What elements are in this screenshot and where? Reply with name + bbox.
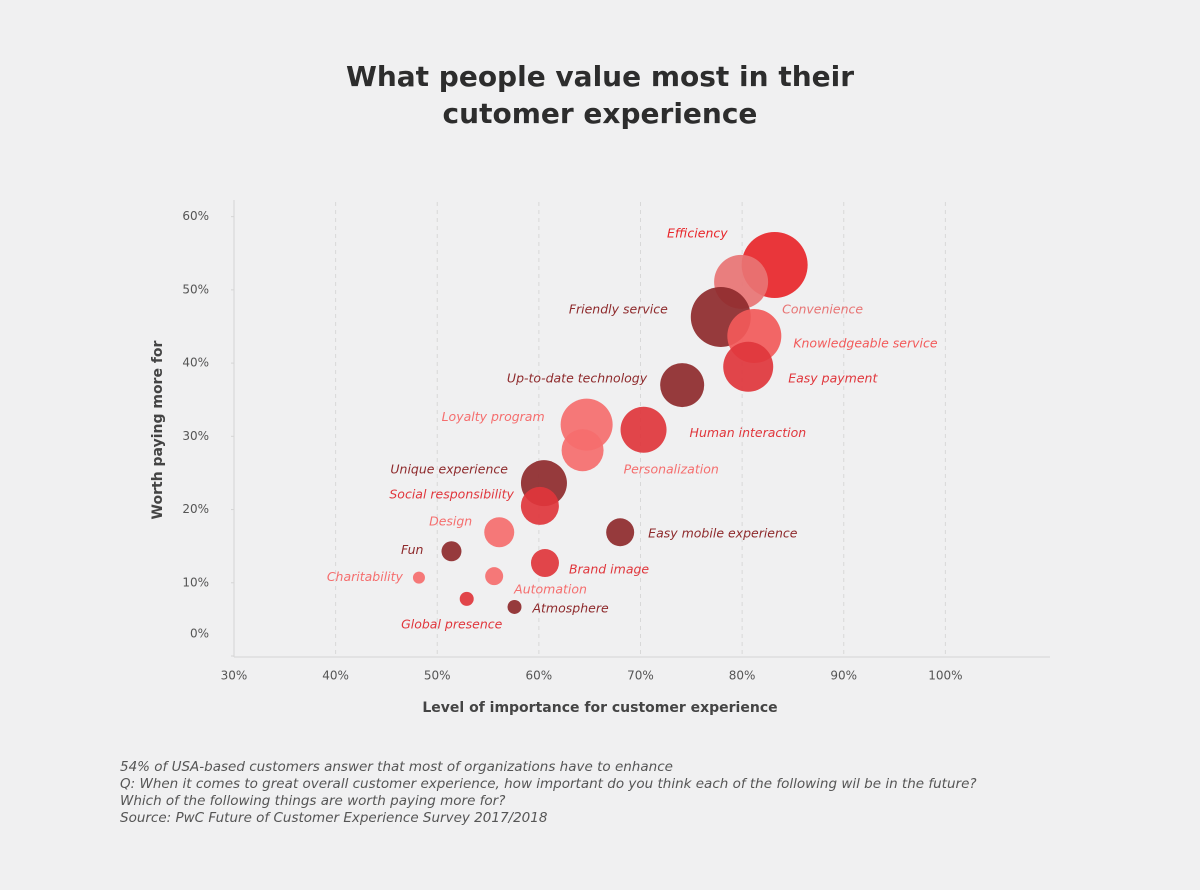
bubble — [530, 549, 559, 578]
point-label: Knowledgeable service — [793, 336, 938, 351]
y-tick-label: 0% — [190, 627, 209, 641]
point-label: Loyalty program — [442, 409, 545, 424]
point-label: Personalization — [624, 462, 719, 477]
bubble — [620, 406, 667, 453]
point-label: Easy mobile experience — [648, 526, 798, 541]
bubble — [507, 599, 522, 614]
point-label: Global presence — [401, 616, 503, 631]
note: 54% of USA-based customers answer that m… — [120, 759, 673, 775]
point-label: Design — [429, 514, 472, 529]
x-tick-label: 40% — [322, 669, 349, 683]
point-label: Automation — [513, 582, 587, 597]
bubble — [484, 517, 515, 548]
note: Source: PwC Future of Customer Experienc… — [120, 810, 547, 826]
bubble — [412, 571, 425, 584]
bubble — [441, 541, 462, 562]
point-label: Efficiency — [667, 225, 728, 240]
point-label: Brand image — [569, 562, 649, 577]
bubble — [660, 363, 705, 408]
note: Which of the following things are worth … — [120, 793, 505, 809]
bubble — [606, 518, 635, 547]
x-tick-label: 70% — [627, 669, 654, 683]
bubble — [459, 591, 474, 606]
x-tick-label: 30% — [221, 669, 248, 683]
y-tick-label: 60% — [182, 209, 209, 223]
point-label: Human interaction — [690, 425, 807, 440]
x-tick-label: 100% — [928, 669, 962, 683]
y-tick-label: 40% — [182, 356, 209, 370]
note: Q: When it comes to great overall custom… — [120, 776, 977, 792]
y-tick-label: 20% — [182, 502, 209, 516]
chart-title: What people value most in their — [346, 60, 854, 93]
y-tick-label: 30% — [182, 429, 209, 443]
point-label: Up-to-date technology — [507, 371, 648, 386]
x-tick-label: 90% — [830, 669, 857, 683]
bubble — [520, 486, 559, 525]
y-axis-title: Worth paying more for — [150, 340, 166, 519]
bubble — [485, 567, 504, 586]
bubble — [723, 341, 774, 392]
x-tick-label: 80% — [729, 669, 756, 683]
y-tick-label: 10% — [182, 575, 209, 589]
point-label: Fun — [401, 542, 424, 557]
point-label: Charitability — [327, 569, 404, 584]
chart-title: cutomer experience — [443, 97, 758, 130]
point-label: Social responsibility — [389, 486, 514, 501]
point-label: Easy payment — [788, 370, 878, 385]
x-tick-label: 60% — [526, 669, 553, 683]
point-label: Convenience — [782, 301, 863, 316]
x-axis-title: Level of importance for customer experie… — [422, 700, 777, 716]
x-tick-label: 50% — [424, 669, 451, 683]
y-tick-label: 50% — [182, 282, 209, 296]
point-label: Friendly service — [569, 301, 668, 316]
bubble — [561, 429, 604, 472]
point-label: Atmosphere — [531, 600, 608, 615]
point-label: Unique experience — [390, 462, 508, 477]
